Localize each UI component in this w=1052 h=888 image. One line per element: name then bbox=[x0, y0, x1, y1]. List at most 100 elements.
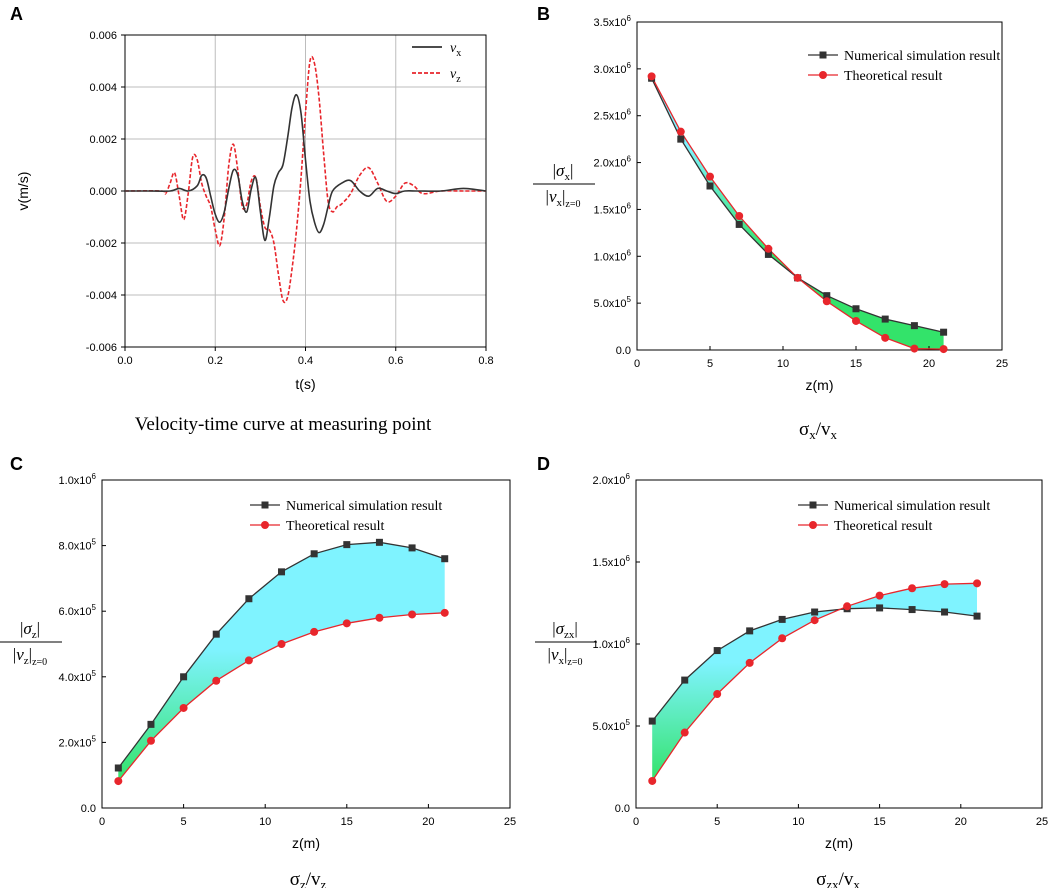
tick-mantissa: 6.0x10 bbox=[59, 606, 92, 618]
caption-sub: z bbox=[300, 877, 306, 888]
tick-mantissa: 1.5x10 bbox=[593, 557, 626, 569]
tick-mantissa: 0.0 bbox=[615, 803, 630, 815]
theoretical-marker bbox=[680, 728, 689, 737]
tick-exponent: 5 bbox=[92, 734, 97, 743]
ylabel-denominator: |vx|z=0 bbox=[548, 645, 583, 668]
x-tick-label: 15 bbox=[873, 816, 885, 828]
theoretical-marker bbox=[375, 613, 384, 622]
x-tick-label: 15 bbox=[341, 816, 353, 828]
tick-exponent: 5 bbox=[92, 538, 97, 547]
caption-sub: zx bbox=[826, 877, 839, 888]
difference-area bbox=[118, 542, 445, 782]
series-line-numerical bbox=[651, 77, 944, 333]
x-tick-label: 0 bbox=[99, 816, 105, 828]
numerical-marker bbox=[706, 182, 714, 190]
theoretical-marker bbox=[778, 634, 787, 643]
theoretical-marker bbox=[881, 333, 890, 342]
tick-mantissa: 3.5x10 bbox=[594, 17, 627, 29]
legend-label-theoretical: Theoretical result bbox=[834, 519, 932, 534]
theoretical-marker bbox=[735, 211, 744, 220]
z-sub: z=0 bbox=[32, 657, 47, 668]
x-tick-label: 20 bbox=[422, 816, 434, 828]
y-tick-label: 8.0x105 bbox=[59, 538, 97, 553]
tick-mantissa: 5.0x10 bbox=[594, 298, 627, 310]
numerical-marker bbox=[876, 604, 884, 612]
x-tick-label: 0.4 bbox=[298, 355, 313, 367]
x-axis-label: z(m) bbox=[292, 835, 320, 851]
y-tick-label: 2.0x106 bbox=[594, 155, 632, 170]
tick-mantissa: 3.0x10 bbox=[594, 64, 627, 76]
series-line-theoretical bbox=[651, 76, 944, 350]
x-axis-label: t(s) bbox=[295, 376, 315, 392]
caption-sub: z bbox=[321, 877, 327, 888]
theoretical-marker bbox=[822, 297, 831, 306]
x-tick-label: 25 bbox=[996, 358, 1008, 370]
v-sub: z bbox=[24, 655, 29, 667]
legend-label-theoretical: Theoretical result bbox=[844, 69, 942, 84]
theoretical-marker bbox=[408, 610, 417, 619]
theoretical-marker bbox=[648, 776, 657, 785]
y-tick-label: 1.5x106 bbox=[593, 554, 631, 569]
y-tick-label: 3.0x106 bbox=[594, 61, 632, 76]
y-tick-label: 2.5x106 bbox=[594, 108, 632, 123]
y-tick-label: 0.004 bbox=[89, 82, 117, 94]
y-tick-label: 4.0x105 bbox=[59, 669, 97, 684]
abs-bar: | bbox=[548, 645, 551, 664]
abs-bar: | bbox=[37, 619, 40, 638]
x-tick-label: 0.2 bbox=[208, 355, 223, 367]
legend-marker-numerical bbox=[819, 51, 827, 59]
tick-exponent: 5 bbox=[626, 718, 631, 727]
numerical-marker bbox=[375, 538, 383, 546]
numerical-marker bbox=[823, 292, 831, 300]
abs-bar: | bbox=[553, 161, 556, 180]
y-tick-label: 0.0 bbox=[81, 803, 96, 815]
legend-label-vz: vz bbox=[450, 67, 461, 85]
numerical-marker bbox=[408, 544, 416, 552]
series-line-vx bbox=[125, 93, 487, 242]
numerical-marker bbox=[973, 612, 981, 620]
numerical-marker bbox=[677, 135, 685, 143]
panel-label-d: D bbox=[537, 454, 550, 474]
theoretical-marker bbox=[939, 345, 948, 354]
ylabel-denominator: |vx|z=0 bbox=[546, 187, 581, 210]
numerical-marker bbox=[245, 595, 253, 603]
theoretical-marker bbox=[146, 736, 155, 745]
theoretical-marker bbox=[973, 579, 982, 588]
numerical-marker bbox=[941, 608, 949, 616]
x-tick-label: 20 bbox=[955, 816, 967, 828]
tick-mantissa: 1.0x10 bbox=[59, 475, 92, 487]
ylabel-numerator: |σzx| bbox=[552, 619, 578, 641]
theoretical-marker bbox=[342, 619, 351, 628]
plot-frame bbox=[636, 21, 1003, 351]
z-sub: z=0 bbox=[565, 199, 580, 210]
caption-mid: /v bbox=[306, 869, 321, 888]
x-axis-label: z(m) bbox=[806, 377, 834, 393]
legend-sub: x bbox=[456, 48, 461, 59]
theoretical-marker bbox=[745, 658, 754, 667]
numerical-marker bbox=[114, 764, 122, 772]
y-tick-label: 0.000 bbox=[89, 186, 117, 198]
theoretical-marker bbox=[764, 244, 773, 253]
panel-d: D0 5 10 15 20 250.05.0x1051.0x1061.5x1062.0x1… bbox=[535, 454, 1048, 888]
x-tick-label: 25 bbox=[504, 816, 516, 828]
legend-v: v bbox=[450, 67, 457, 82]
caption-sigma: σ bbox=[290, 869, 300, 888]
numerical-marker bbox=[180, 673, 188, 681]
legend-label-numerical: Numerical simulation result bbox=[844, 49, 1000, 64]
numerical-marker bbox=[881, 315, 889, 323]
y-tick-label: 3.5x106 bbox=[594, 14, 632, 29]
x-tick-label: 0 bbox=[634, 358, 640, 370]
numerical-marker bbox=[910, 322, 918, 330]
x-tick-label: 0.0 bbox=[117, 355, 132, 367]
numerical-marker bbox=[908, 606, 916, 614]
legend-label-numerical: Numerical simulation result bbox=[834, 499, 990, 514]
v: v bbox=[549, 187, 557, 206]
tick-mantissa: 0.0 bbox=[616, 345, 631, 357]
theoretical-marker bbox=[244, 656, 253, 665]
numerical-marker bbox=[310, 550, 318, 558]
y-tick-label: 0.006 bbox=[89, 30, 117, 42]
panel-label-c: C bbox=[10, 454, 23, 474]
numerical-marker bbox=[212, 630, 220, 638]
series-line-vz bbox=[124, 55, 486, 304]
theoretical-marker bbox=[310, 627, 319, 636]
